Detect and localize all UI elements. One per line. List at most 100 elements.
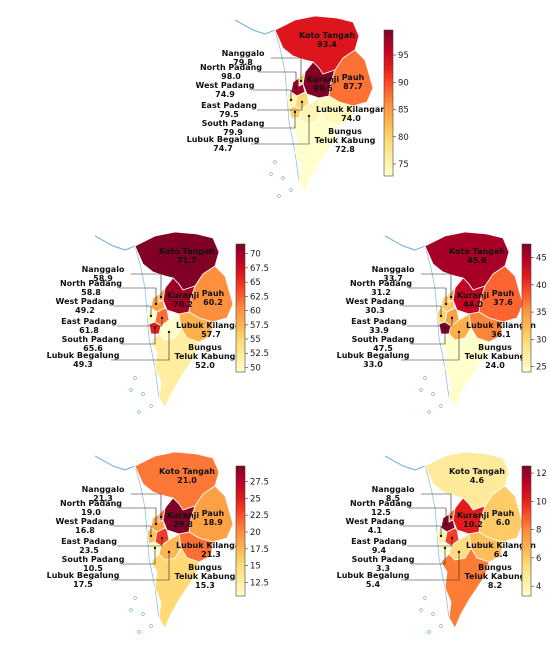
value-lubuk-begalung: 5.4 (366, 580, 381, 589)
leader-line (131, 273, 162, 297)
label-pauh: Pauh 6.0 (492, 509, 515, 527)
label-nanggalo: Nanggalo 8.5 (372, 485, 415, 503)
colorbar-tick-label: 25 (536, 363, 547, 373)
district-bungus-teluk-kabung (440, 327, 490, 409)
colorbar-gradient (235, 243, 246, 373)
colorbar-4: 12.5 15 17.5 20 22.5 25 27.5 (235, 465, 269, 597)
leader-line (407, 538, 453, 547)
island (419, 388, 423, 392)
leader-line (421, 493, 452, 517)
leader-line (113, 525, 152, 536)
label-east-padang: East Padang 33.9 (351, 317, 407, 335)
value-kuranji: 10.2 (463, 520, 483, 529)
colorbar-tick-label: 12 (536, 469, 547, 479)
leader-line (261, 112, 296, 129)
leader-line (121, 548, 156, 565)
district-lubuk-begalung (158, 313, 182, 341)
leader-line (117, 318, 163, 327)
district-lubuk-begalung (158, 533, 182, 561)
label-bungus-teluk-kabung: Bungus Teluk Kabung 24.0 (465, 343, 526, 370)
label-nanggalo: Nanggalo 33.7 (372, 265, 415, 283)
colorbar-tick-label: 30 (536, 335, 547, 345)
colorbar-tick-label: 52.5 (250, 349, 269, 359)
label-koto-tangah: Koto Tangah 71.7 (159, 247, 215, 265)
colorbar-tick-label: 35 (536, 308, 547, 318)
label-koto-tangah: Koto Tangah 45.6 (449, 247, 505, 265)
value-bungus-teluk-kabung: 72.8 (335, 145, 355, 154)
colorbar-tick-label: 22.5 (250, 511, 269, 521)
leader-dot (300, 100, 304, 104)
label-pauh: Pauh 18.9 (202, 509, 225, 527)
leader-line (253, 89, 292, 100)
colorbar-5: 4 6 8 10 12 (521, 465, 547, 597)
label-kuranji: Kuranji 99.5 (307, 75, 340, 93)
leader-line (113, 305, 152, 316)
label-east-padang: East Padang 79.5 (201, 101, 257, 119)
leader-dot (439, 314, 443, 318)
leader-line (403, 525, 442, 536)
coastline (384, 455, 426, 471)
island (269, 172, 273, 176)
label-north-padang: North Padang 31.2 (350, 279, 412, 297)
value-east-padang: 9.4 (372, 546, 387, 555)
colorbar-tick-label: 70 (250, 250, 261, 260)
value-nanggalo: 8.5 (386, 494, 401, 503)
district-pauh (188, 265, 234, 323)
island (427, 410, 431, 414)
colorbar-gradient (383, 29, 394, 177)
label-nanggalo: Nanggalo 79.8 (222, 49, 265, 67)
value-nanggalo: 33.7 (383, 274, 403, 283)
colorbar-tick-label: 20 (250, 528, 261, 538)
colorbar-tick-label: 8 (536, 526, 541, 536)
colorbar-tick-label: 80 (398, 133, 409, 143)
value-west-padang: 74.9 (215, 90, 235, 99)
leader-dot (154, 302, 158, 306)
value-south-padang: 3.3 (376, 564, 390, 573)
island (149, 404, 153, 408)
leader-line (407, 318, 453, 327)
label-nanggalo: Nanggalo 21.3 (82, 485, 125, 503)
value-nanggalo: 58.9 (93, 274, 113, 283)
leader-line (403, 305, 442, 316)
value-bungus-teluk-kabung: 8.2 (488, 581, 502, 590)
leader-line (257, 102, 303, 111)
leader-line (411, 328, 446, 345)
label-lubuk-begalung: Lubuk Begalung 74.7 (187, 135, 260, 153)
leader-dot (450, 316, 454, 320)
leader-line (259, 71, 297, 88)
value-north-padang: 12.5 (371, 508, 391, 517)
leader-line (401, 332, 460, 361)
label-pauh: Pauh 87.7 (342, 73, 365, 91)
value-pauh: 37.6 (493, 298, 513, 307)
colorbar-tick-label: 85 (398, 106, 409, 116)
label-nanggalo: Nanggalo 58.9 (82, 265, 125, 283)
leader-dot (154, 522, 158, 526)
colorbar-tick-label: 90 (398, 78, 409, 88)
coastline (94, 455, 136, 471)
leader-line (271, 57, 302, 81)
colorbar-tick-label: 25 (250, 494, 261, 504)
value-bungus-teluk-kabung: 52.0 (195, 361, 215, 370)
label-bungus-teluk-kabung: Bungus Teluk Kabung 72.8 (315, 127, 376, 154)
colorbar-tick-label: 12.5 (250, 579, 269, 589)
leader-line (119, 287, 157, 304)
colorbar-tick-label: 75 (398, 160, 409, 170)
district-pauh (188, 485, 234, 543)
value-west-padang: 4.1 (368, 526, 383, 535)
value-north-padang: 58.8 (81, 288, 101, 297)
value-east-padang: 61.8 (79, 326, 99, 335)
value-lubuk-kilangan: 74.0 (341, 114, 361, 123)
label-east-padang: East Padang 9.4 (351, 537, 407, 555)
leader-dot (444, 302, 448, 306)
leader-dot (443, 326, 447, 330)
island (439, 404, 443, 408)
colorbar-tick-label: 10 (536, 497, 547, 507)
label-north-padang: North Padang 12.5 (350, 499, 412, 517)
value-lubuk-begalung: 17.5 (73, 580, 93, 589)
district-bungus-teluk-kabung (290, 111, 340, 193)
district-lubuk-begalung (448, 313, 472, 341)
label-lubuk-kilangan: Lubuk Kilangan 6.4 (466, 541, 536, 559)
label-kuranji: Kuranji 44.0 (457, 291, 490, 309)
